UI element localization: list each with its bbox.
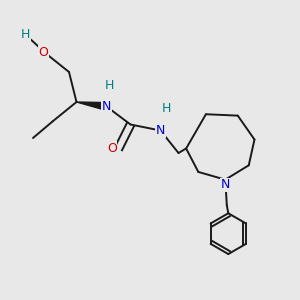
Text: O: O [39,46,48,59]
Polygon shape [76,102,107,110]
Text: N: N [102,100,111,113]
Text: N: N [220,178,230,191]
Text: H: H [162,101,171,115]
Text: H: H [105,79,114,92]
Text: O: O [107,142,117,155]
Text: H: H [21,28,30,41]
Text: N: N [156,124,165,137]
